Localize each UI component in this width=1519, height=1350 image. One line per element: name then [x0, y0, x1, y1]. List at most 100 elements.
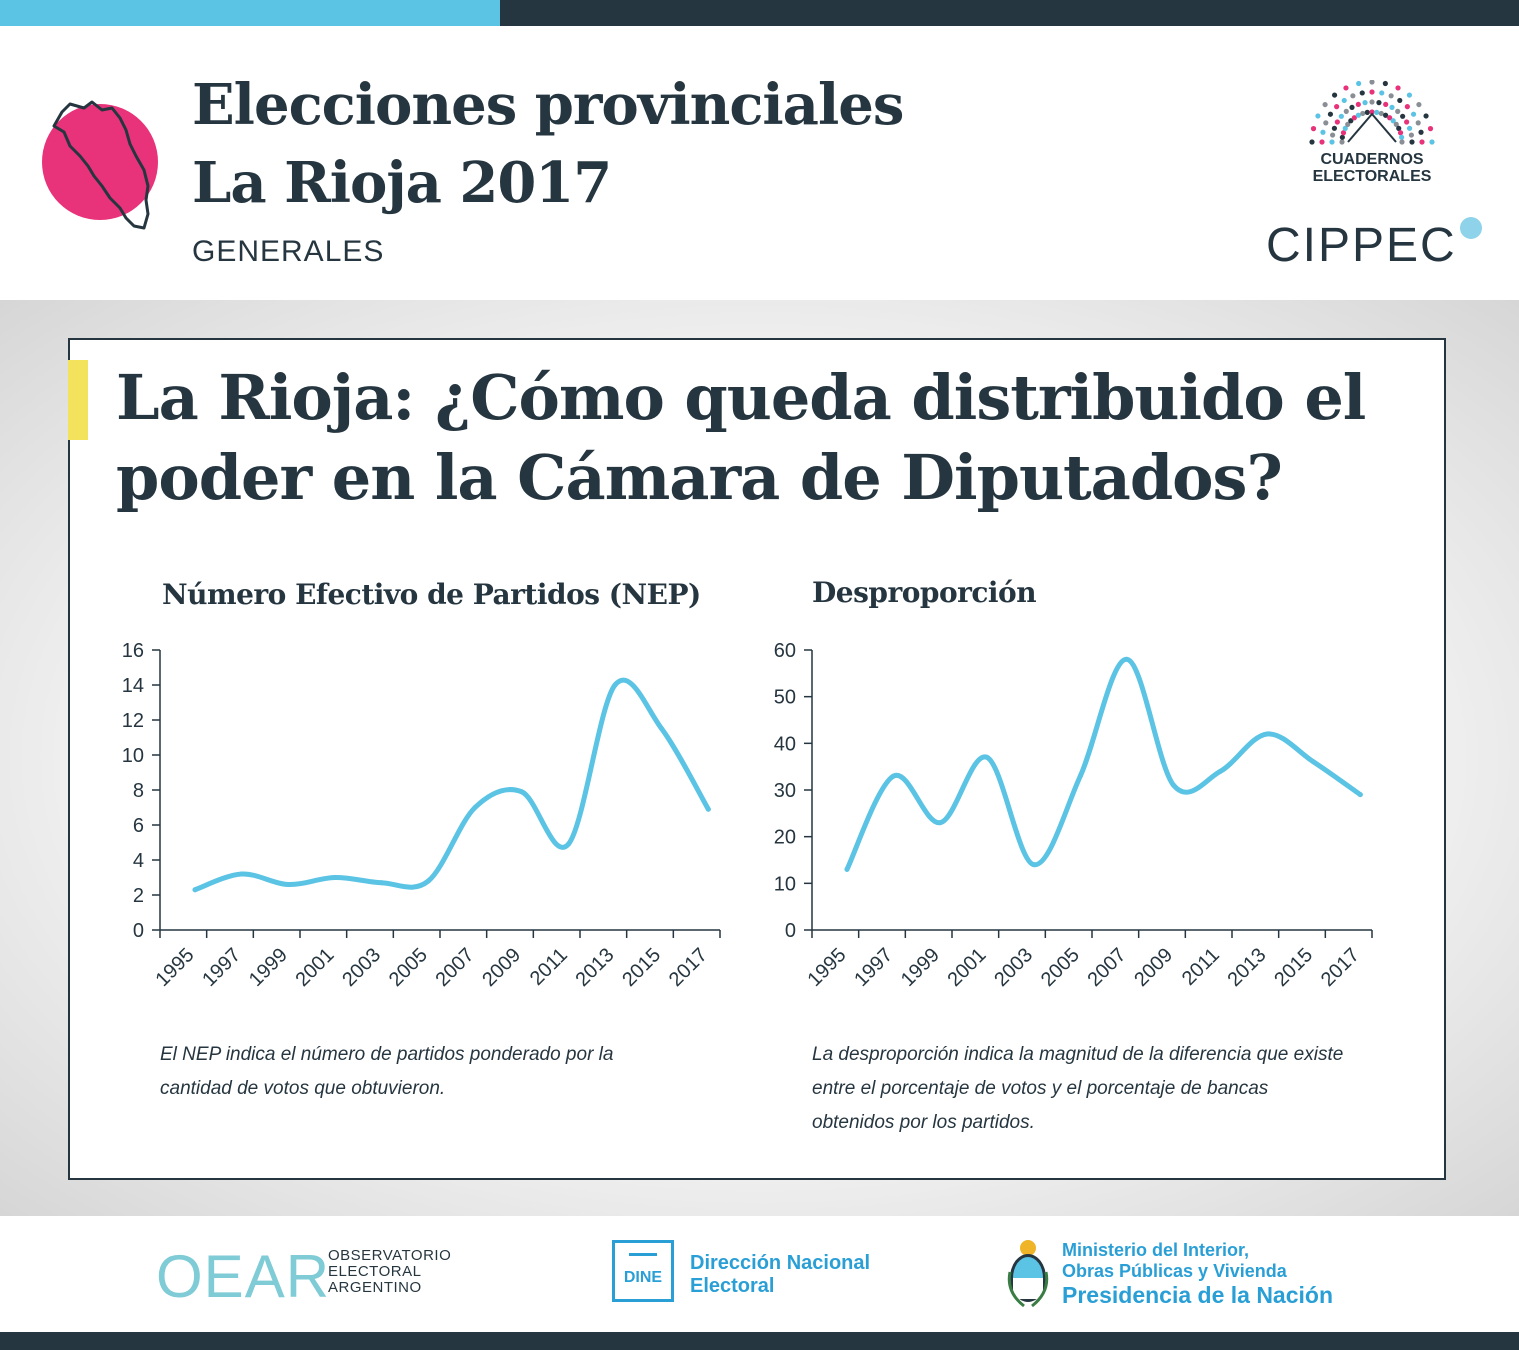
hemicycle-seat: [1330, 132, 1336, 138]
dine-label: Dirección Nacional Electoral: [690, 1252, 870, 1298]
desproporcion-y-tick-label: 40: [774, 733, 796, 755]
desproporcion-y-tick-label: 0: [785, 920, 796, 942]
nep-series-line: [192, 677, 711, 893]
hemicycle-seat: [1364, 109, 1370, 115]
hemicycle-seat: [1397, 97, 1403, 104]
nep-data-point: [239, 871, 245, 877]
hemicycle-seat: [1383, 112, 1389, 118]
nep-x-tick-label: 2015: [618, 944, 665, 991]
ministerio-label: Ministerio del Interior, Obras Públicas …: [1062, 1240, 1287, 1282]
hemicycle-seat: [1416, 101, 1422, 108]
nep-data-point: [659, 726, 665, 732]
ministerio-line2: Obras Públicas y Vivienda: [1062, 1261, 1287, 1281]
hemicycle-seat: [1397, 130, 1404, 136]
desproporcion-x-tick-label: 2017: [1317, 944, 1364, 991]
hemicycle-seat: [1322, 101, 1328, 108]
desproporcion-x-tick-label: 2015: [1270, 944, 1317, 991]
nep-data-point: [425, 878, 431, 884]
header: [0, 26, 1519, 300]
nep-data-point: [472, 805, 478, 810]
desproporcion-x-tick-label: 2009: [1130, 944, 1177, 991]
desproporcion-x-tick-label: 2011: [1178, 944, 1224, 990]
hemicycle-seat: [1387, 115, 1393, 121]
cuadernos-line1: CUADERNOS: [1320, 151, 1424, 168]
hemicycle-seat: [1376, 100, 1382, 106]
nep-y-tick-label: 2: [133, 885, 144, 907]
hemicycle-seat: [1379, 90, 1385, 96]
hemicycle-seat: [1345, 121, 1351, 127]
desproporcion-data-point: [1031, 862, 1037, 868]
desproporcion-note: La desproporción indica la magnitud de l…: [812, 1044, 1344, 1133]
desproporcion-x-tick-label: 2013: [1224, 944, 1271, 991]
hemicycle-seat: [1396, 125, 1402, 131]
desproporcion-data-point: [1171, 782, 1177, 788]
hemicycle-seat: [1356, 80, 1362, 87]
dine-line2: Electoral: [690, 1275, 775, 1297]
desproporcion-y-tick-label: 60: [774, 640, 796, 662]
desproporcion-data-point: [1217, 768, 1223, 774]
hemicycle-seat: [1406, 92, 1413, 98]
hemicycle-seat: [1383, 101, 1389, 108]
desproporcion-x-tick-label: 2001: [944, 944, 991, 991]
hemicycle-seat: [1309, 139, 1315, 145]
hemicycle-seat: [1374, 109, 1380, 115]
hemicycle-seat: [1339, 134, 1345, 140]
nep-x-tick-label: 2007: [432, 944, 479, 991]
page-subtitle: GENERALES: [192, 235, 385, 268]
hemicycle-seat: [1369, 79, 1375, 85]
desproporcion-data-point: [891, 773, 897, 779]
hemicycle-seat: [1393, 121, 1399, 127]
hemicycle-seat: [1339, 139, 1345, 145]
nep-y-tick-label: 6: [133, 815, 144, 837]
hemicycle-seat: [1369, 109, 1375, 115]
desproporcion-y-tick-label: 20: [774, 827, 796, 849]
hemicycle-seat: [1342, 125, 1348, 131]
hemicycle-seat: [1331, 125, 1338, 131]
hemicycle-seat: [1329, 139, 1335, 145]
presidencia-label: Presidencia de la Nación: [1062, 1282, 1334, 1308]
hemicycle-seat: [1400, 113, 1406, 119]
hemicycle-seat: [1331, 92, 1338, 98]
oear-logo: OEAR: [156, 1243, 331, 1310]
hemicycle-seat: [1419, 139, 1425, 145]
nep-x-tick-label: 1995: [152, 944, 199, 991]
hemicycle-seat: [1351, 115, 1357, 121]
hemicycle-seat: [1327, 111, 1334, 117]
hemicycle-roof: [1347, 112, 1397, 143]
hemicycle-seat: [1350, 93, 1356, 99]
hemicycle-icon: [1309, 79, 1435, 145]
dine-logo-text: DINE: [623, 1269, 663, 1286]
hemicycle-seat: [1320, 129, 1326, 135]
desproporcion-data-point: [844, 866, 850, 872]
oear-line1: OBSERVATORIO: [328, 1247, 452, 1264]
nep-x-tick-label: 2001: [292, 944, 339, 991]
hemicycle-seat: [1409, 139, 1415, 145]
hemicycle-seat: [1395, 108, 1401, 114]
title-accent-bar: [68, 360, 88, 440]
desproporcion-x-tick-label: 2005: [1037, 944, 1084, 991]
desproporcion-y-tick-label: 30: [774, 780, 796, 802]
desproporcion-data-point: [984, 754, 990, 760]
content-card: [68, 338, 1446, 1180]
hemicycle-seat: [1323, 120, 1329, 126]
nep-x-tick-label: 1997: [198, 944, 245, 991]
hemicycle-seat: [1349, 104, 1355, 110]
hemicycle-seat: [1390, 118, 1396, 124]
hemicycle-seat: [1382, 80, 1388, 87]
desproporcion-data-point: [1357, 792, 1363, 798]
hemicycle-seat: [1404, 119, 1410, 125]
dine-logo-line: [629, 1253, 657, 1256]
nep-data-point: [332, 875, 338, 880]
nep-data-point: [705, 806, 711, 812]
hemicycle-seat: [1340, 130, 1347, 136]
hemicycle-seat: [1315, 113, 1321, 119]
hemicycle-seat: [1410, 111, 1417, 117]
footer: [0, 1216, 1519, 1332]
hemicycle-seat: [1418, 129, 1424, 135]
nep-y-tick-label: 0: [133, 920, 144, 942]
cuadernos-electorales-logo: CUADERNOS ELECTORALES: [1300, 79, 1444, 185]
desproporcion-y-tick-label: 10: [774, 873, 796, 895]
nep-x-tick-label: 2013: [572, 944, 619, 991]
